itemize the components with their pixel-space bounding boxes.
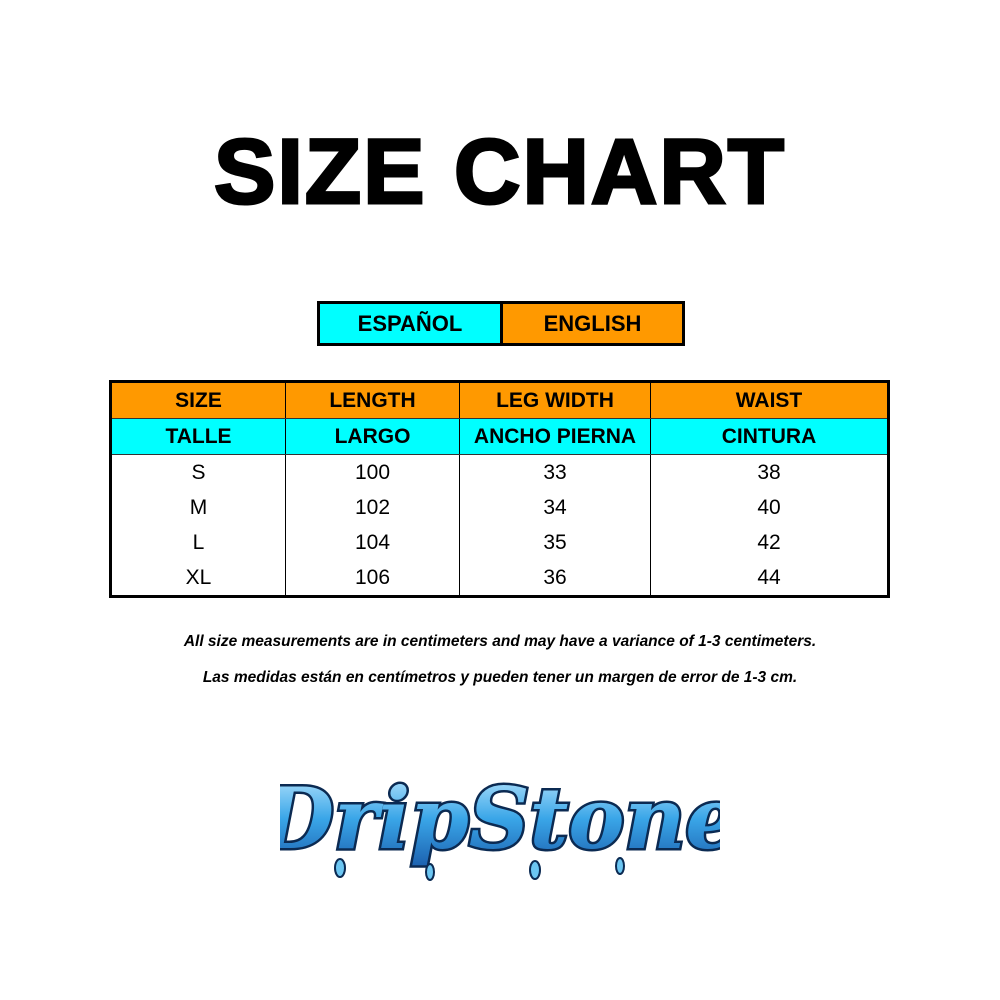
svg-text:DripStone: DripStone [280,769,720,868]
language-legend: ESPAÑOL ENGLISH [317,301,685,346]
table-cell: L [110,525,286,560]
note-spanish: Las medidas están en centímetros y puede… [202,669,798,686]
table-cell: 42 [650,525,889,560]
table-cell: 35 [459,525,651,560]
table-row: M 102 34 40 [110,490,889,525]
table-row: XL 106 36 44 [110,560,889,597]
table-cell: 106 [285,560,460,597]
table-cell: 36 [459,560,651,597]
table-cell: M [110,490,286,525]
header-row-english: SIZE LENGTH LEG WIDTH WAIST [110,381,889,419]
page-title: SIZE CHART [213,120,786,225]
header-cell: LENGTH [285,381,460,419]
table-cell: 34 [459,490,651,525]
table-cell: 33 [459,454,651,490]
header-row-spanish: TALLE LARGO ANCHO PIERNA CINTURA [110,418,889,455]
table-cell: 38 [650,454,889,490]
table-cell: 40 [650,490,889,525]
dripstone-logo: DripStone [280,767,720,881]
table-row: S 100 33 38 [110,454,889,490]
legend-english: ENGLISH [503,304,682,343]
header-cell: LEG WIDTH [459,381,651,419]
table-cell: S [110,454,286,490]
table-cell: 104 [285,525,460,560]
table-cell: 44 [650,560,889,597]
header-cell: LARGO [285,418,460,455]
size-table: SIZE LENGTH LEG WIDTH WAIST TALLE LARGO … [109,380,890,598]
table-cell: 100 [285,454,460,490]
header-cell: ANCHO PIERNA [459,418,651,455]
table-row: L 104 35 42 [110,525,889,560]
header-cell: SIZE [110,381,286,419]
table-cell: XL [110,560,286,597]
note-english: All size measurements are in centimeters… [183,633,817,650]
header-cell: CINTURA [650,418,889,455]
legend-spanish: ESPAÑOL [320,304,503,343]
table-cell: 102 [285,490,460,525]
header-cell: TALLE [110,418,286,455]
header-cell: WAIST [650,381,889,419]
